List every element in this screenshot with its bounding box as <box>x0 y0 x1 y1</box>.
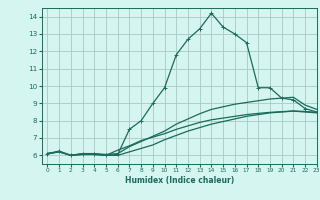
X-axis label: Humidex (Indice chaleur): Humidex (Indice chaleur) <box>124 176 234 185</box>
